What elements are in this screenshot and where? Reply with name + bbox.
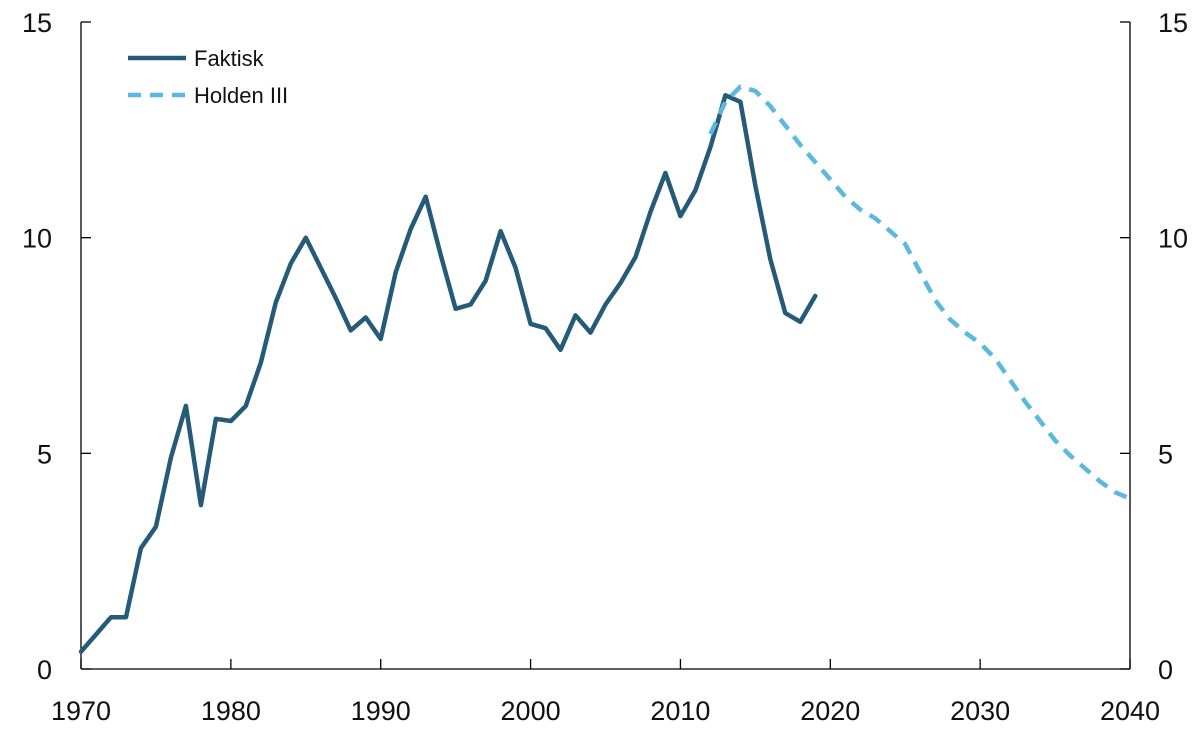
x-tick-label: 2030 bbox=[950, 696, 1010, 726]
axes bbox=[80, 22, 1131, 670]
x-tick-label: 1970 bbox=[51, 696, 111, 726]
y-tick-label-right: 10 bbox=[1158, 224, 1188, 254]
y-tick-label-left: 0 bbox=[37, 655, 52, 685]
x-tick-label: 2010 bbox=[650, 696, 710, 726]
ticks: 1970 1980 1990 2000 2010 2020 2030 2040 0 0 5 5 10 10… bbox=[22, 8, 1188, 726]
y-tick-label-left: 15 bbox=[22, 8, 52, 38]
x-tick-label: 2040 bbox=[1100, 696, 1160, 726]
y-tick-label-left: 5 bbox=[37, 439, 52, 469]
y-tick-label-right: 15 bbox=[1158, 8, 1188, 38]
x-tick-label: 2000 bbox=[501, 696, 561, 726]
y-tick-label-right: 5 bbox=[1158, 439, 1173, 469]
series-line-faktisk bbox=[78, 93, 818, 654]
x-tick-label: 1980 bbox=[201, 696, 261, 726]
y-tick-label-right: 0 bbox=[1158, 655, 1173, 685]
series-layer bbox=[78, 84, 1131, 654]
x-tick-label: 2020 bbox=[800, 696, 860, 726]
y-tick-label-left: 10 bbox=[22, 224, 52, 254]
legend: Faktisk Holden III bbox=[128, 46, 288, 108]
series-line-holden-iii bbox=[708, 84, 1131, 501]
x-tick-label: 1990 bbox=[351, 696, 411, 726]
legend-label: Holden III bbox=[194, 83, 288, 108]
legend-label: Faktisk bbox=[194, 46, 265, 71]
